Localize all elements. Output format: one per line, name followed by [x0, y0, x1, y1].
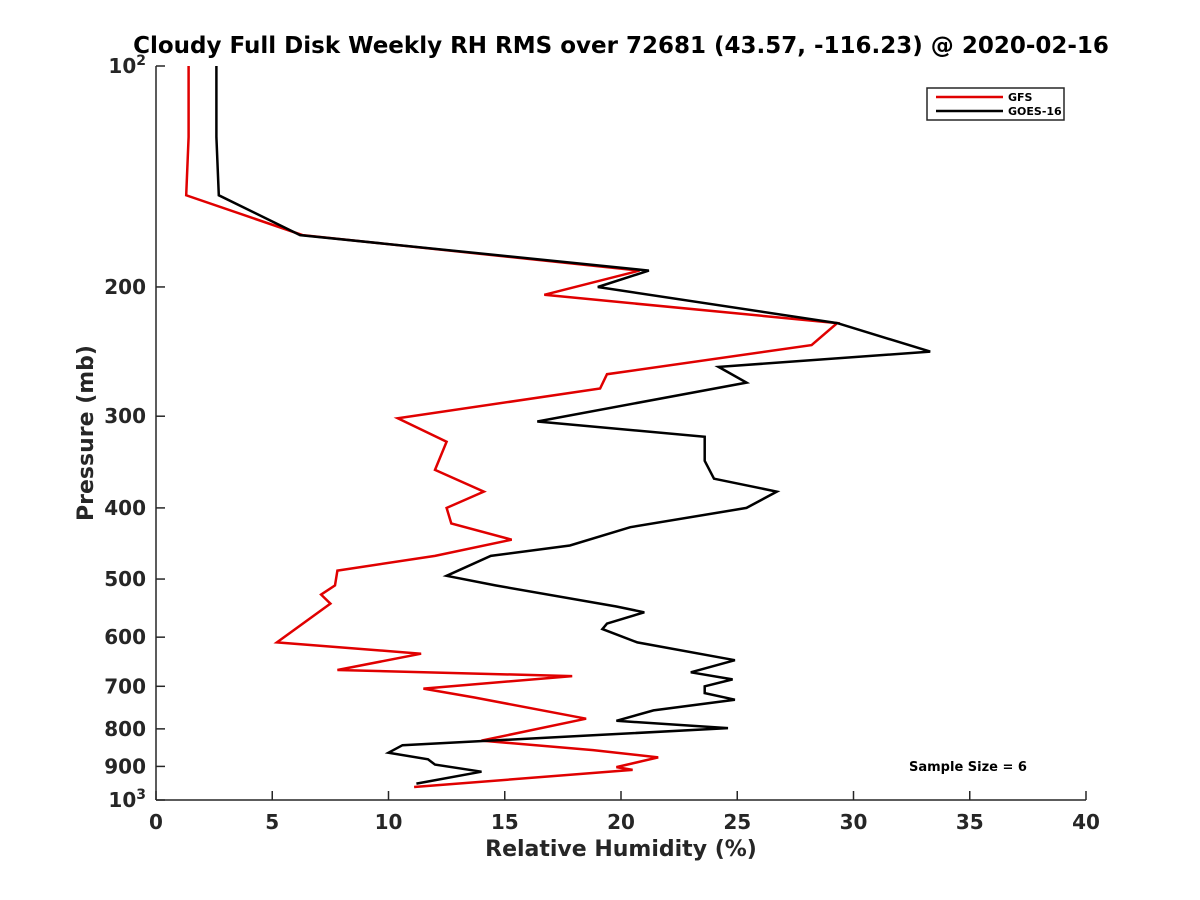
x-axis-label: Relative Humidity (%): [485, 837, 757, 862]
y-tick-label-base: 400: [104, 496, 146, 520]
y-tick-label: 102: [108, 53, 146, 78]
legend-label-goes-16: GOES-16: [1008, 105, 1062, 118]
y-tick-label-base: 600: [104, 625, 146, 649]
y-tick-label-base: 700: [104, 674, 146, 698]
x-tick-label: 20: [607, 810, 635, 834]
y-tick-label-base: 900: [104, 754, 146, 778]
y-tick-label: 300: [104, 404, 146, 428]
series-line-goes-16: [215, 66, 931, 785]
series-line-gfs: [184, 66, 841, 789]
y-tick-label: 600: [104, 625, 146, 649]
y-tick-label: 200: [104, 275, 146, 299]
y-tick-label: 700: [104, 674, 146, 698]
y-tick-label-base: 200: [104, 275, 146, 299]
y-tick-label-base: 500: [104, 567, 146, 591]
x-tick-label: 10: [375, 810, 403, 834]
sample-size-annotation: Sample Size = 6: [909, 760, 1027, 775]
y-tick-label-base: 10: [108, 788, 136, 812]
x-tick-label: 15: [491, 810, 519, 834]
y-tick-label: 400: [104, 496, 146, 520]
y-tick-label-exponent: 3: [136, 787, 146, 803]
y-tick-label-exponent: 2: [136, 53, 146, 69]
legend-label-gfs: GFS: [1008, 91, 1033, 104]
y-tick-label: 900: [104, 754, 146, 778]
y-tick-label: 500: [104, 567, 146, 591]
chart-title: Cloudy Full Disk Weekly RH RMS over 7268…: [133, 33, 1109, 59]
series-layer: [184, 66, 931, 789]
x-tick-label: 5: [265, 810, 279, 834]
y-tick-label-base: 10: [108, 54, 136, 78]
y-tick-label-base: 800: [104, 717, 146, 741]
x-tick-label: 30: [840, 810, 868, 834]
y-tick-label: 800: [104, 717, 146, 741]
x-tick-label: 25: [723, 810, 751, 834]
y-tick-label-base: 300: [104, 404, 146, 428]
x-tick-label: 40: [1072, 810, 1100, 834]
y-tick-label: 103: [108, 787, 146, 812]
y-axis-label: Pressure (mb): [74, 345, 99, 521]
x-tick-label: 35: [956, 810, 984, 834]
x-tick-label: 0: [149, 810, 163, 834]
legend: GFS GOES-16: [926, 87, 1065, 121]
legend-box: [926, 87, 1065, 121]
x-axis-ticks: 0 5 10 15 20 25 30 35 40: [149, 791, 1100, 834]
